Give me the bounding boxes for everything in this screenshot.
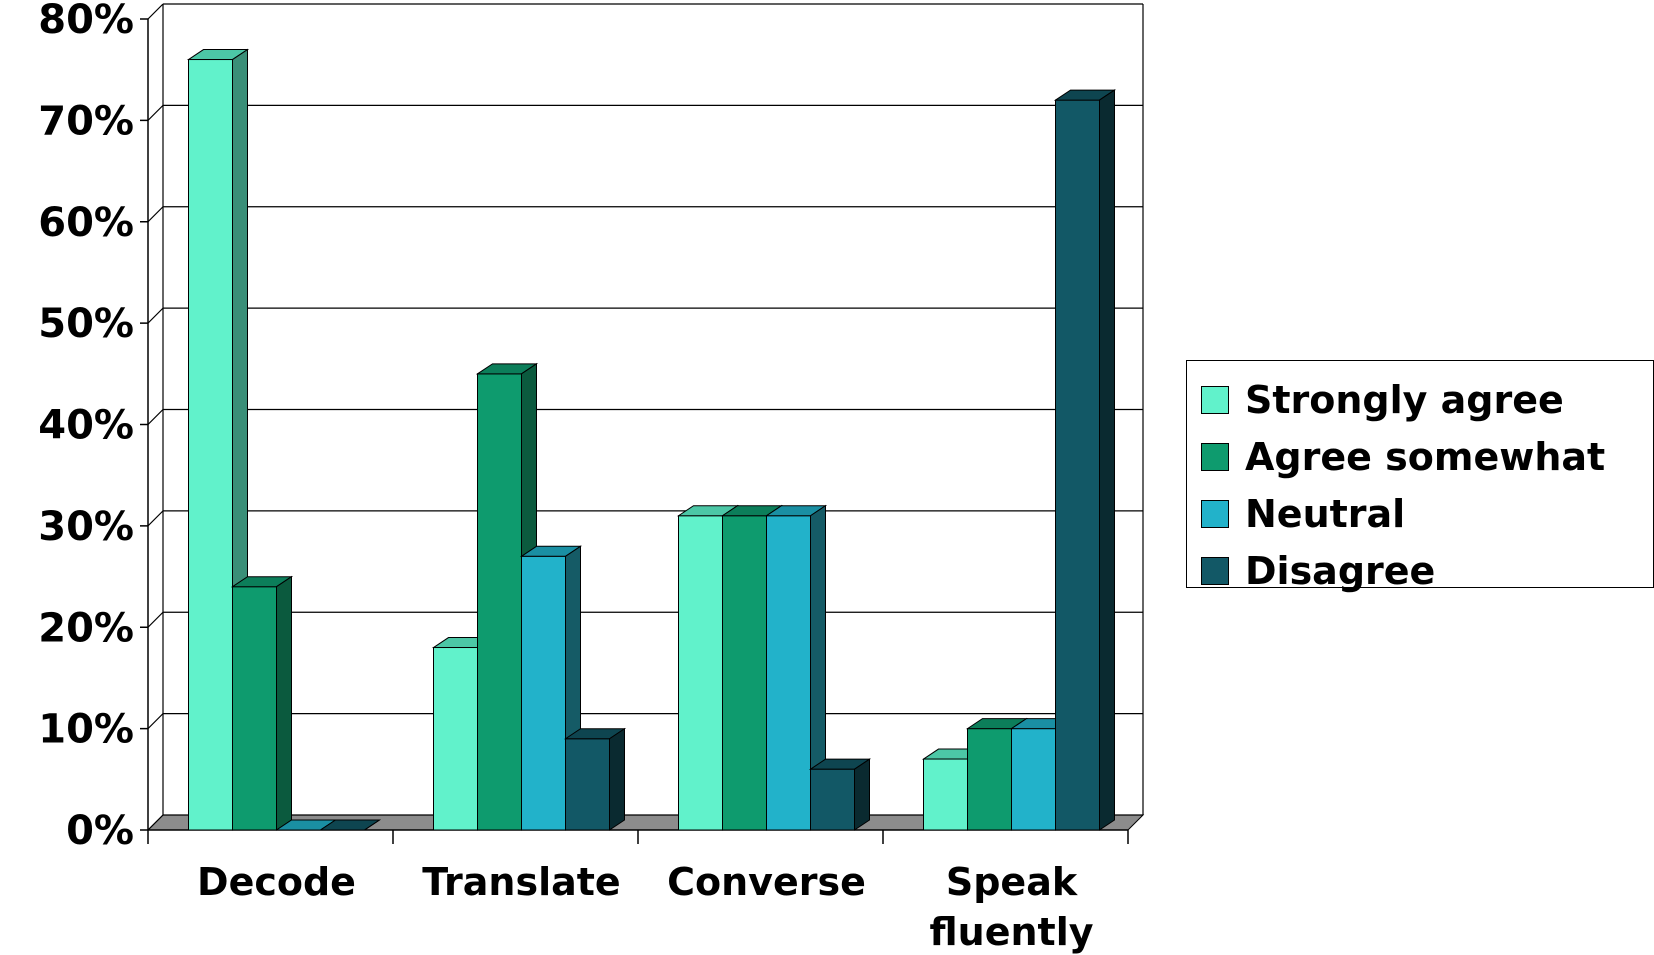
y-tick-label: 30% [38, 504, 134, 550]
y-tick-label: 10% [38, 707, 134, 753]
legend-item-disagree: Disagree [1201, 542, 1653, 599]
bar [923, 758, 968, 831]
gridline-side [147, 409, 164, 425]
bar [967, 728, 1012, 831]
bar [1011, 728, 1056, 831]
y-tick-label: 20% [38, 605, 134, 651]
bar [477, 373, 522, 831]
bar [433, 647, 478, 831]
gridline-side [147, 713, 164, 730]
legend-item-strongly-agree: Strongly agree [1201, 371, 1653, 428]
gridline-side [147, 3, 164, 20]
bar [678, 515, 723, 831]
bar [810, 768, 855, 831]
gridline-side [147, 814, 164, 831]
bar-side [276, 575, 292, 831]
legend-label: Agree somewhat [1245, 434, 1606, 479]
y-tick-label: 40% [38, 403, 134, 449]
gridline-side [147, 307, 164, 324]
y-tick-label: 80% [38, 0, 134, 43]
gridline-side [147, 611, 164, 628]
x-category-label: Decode [197, 860, 356, 904]
gridline-side [147, 206, 164, 223]
bar-side [1099, 89, 1115, 831]
bar-side [609, 727, 625, 831]
bar [188, 59, 233, 831]
bar [1055, 99, 1100, 831]
legend-label: Disagree [1245, 548, 1436, 593]
legend-item-agree-somewhat: Agree somewhat [1201, 428, 1653, 485]
x-category-label: fluently [929, 910, 1093, 954]
x-category-label: Converse [667, 860, 866, 904]
bar-side [854, 758, 870, 831]
legend-swatch [1201, 499, 1229, 528]
chart-legend: Strongly agree Agree somewhat Neutral Di… [1186, 360, 1654, 593]
legend-item-neutral: Neutral [1201, 485, 1653, 542]
bar [766, 515, 811, 831]
legend-swatch [1201, 442, 1229, 471]
y-tick-label: 0% [66, 808, 134, 854]
y-tick-label: 60% [38, 200, 134, 246]
legend-swatch [1201, 556, 1229, 585]
bar [722, 515, 767, 831]
plot-back-wall [163, 19, 1143, 830]
bar [232, 586, 277, 831]
gridline-side [147, 104, 164, 121]
y-tick-label: 50% [38, 301, 134, 347]
y-tick-label: 70% [38, 98, 134, 144]
legend-label: Strongly agree [1245, 377, 1564, 422]
legend-label: Neutral [1245, 491, 1406, 536]
legend-swatch [1201, 385, 1229, 414]
bar [521, 555, 566, 831]
x-category-label: Speak [946, 860, 1078, 904]
x-category-label: Translate [422, 860, 620, 904]
gridline-side [147, 510, 164, 527]
bar [565, 738, 610, 831]
bar-side [364, 819, 380, 831]
